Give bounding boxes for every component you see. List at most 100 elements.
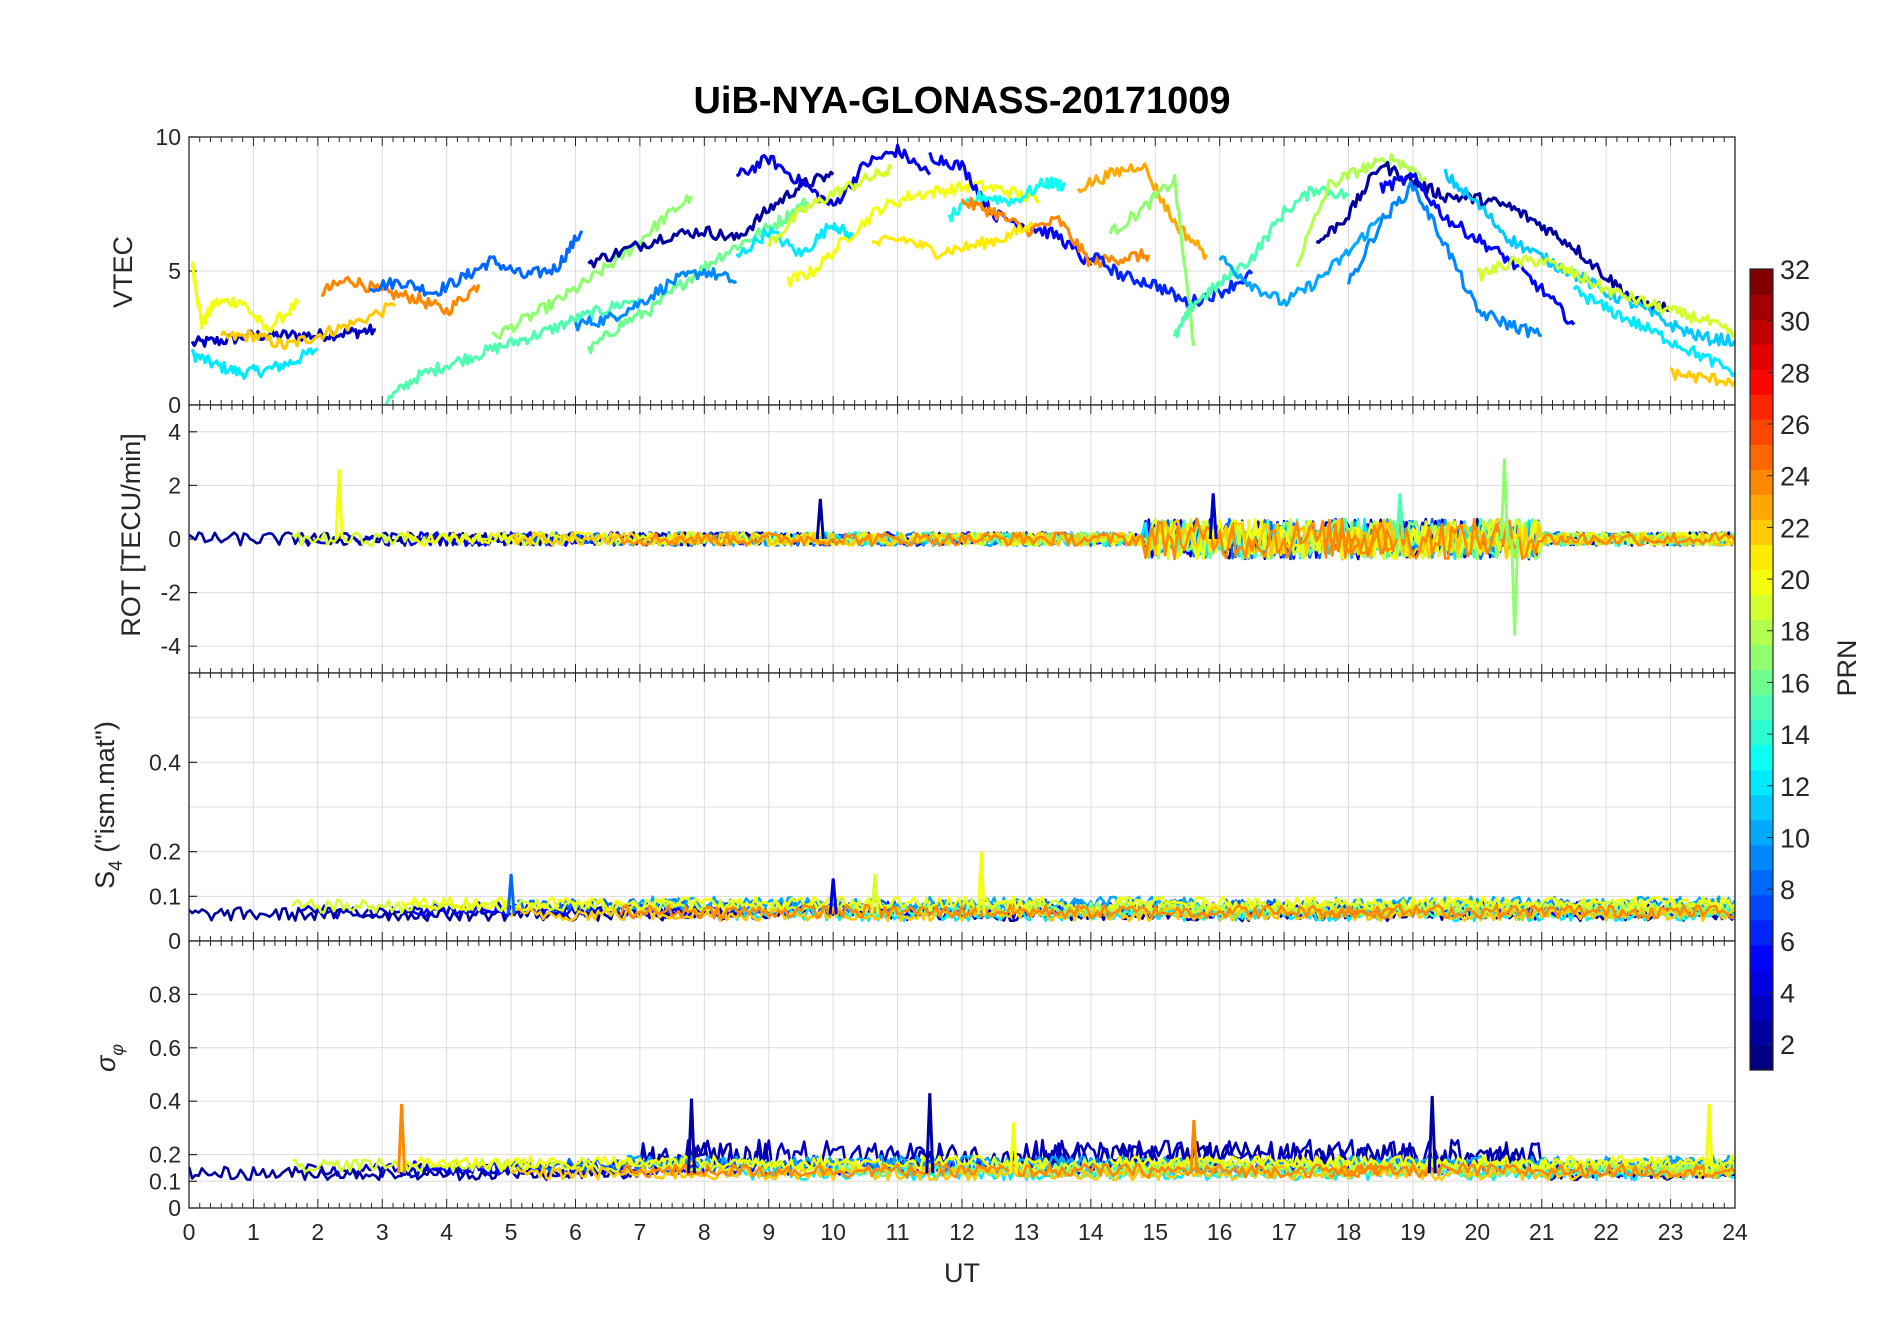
vtec-series-prn-22 <box>1669 366 1735 387</box>
colorbar-swatch <box>1750 419 1773 445</box>
x-tick-label: 24 <box>1722 1219 1748 1245</box>
colorbar-swatch <box>1750 319 1773 345</box>
rot-y-tick-label: -2 <box>161 580 181 606</box>
colorbar-swatch <box>1750 819 1773 846</box>
sigma-spike <box>1704 1103 1714 1174</box>
colorbar-swatch <box>1750 294 1773 320</box>
vtec-series-prn-3 <box>190 323 376 348</box>
vtec-series-prn-12 <box>735 222 855 258</box>
rot-series-prn-20 <box>1109 518 1735 561</box>
vtec-y-tick-label: 0 <box>168 392 181 418</box>
colorbar-swatch <box>1750 394 1773 420</box>
colorbar-swatch <box>1750 994 1773 1021</box>
s4-ylabel: S4 ("ism.mat") <box>90 721 127 889</box>
vtec-series-prn-6 <box>1089 252 1254 309</box>
colorbar-tick-label: 16 <box>1780 668 1810 698</box>
rot-spike <box>1510 538 1520 636</box>
chart-title: UiB-NYA-GLONASS-20171009 <box>693 80 1230 122</box>
colorbar-tick-label: 12 <box>1780 772 1810 802</box>
sigma-y-tick-label: 0.2 <box>149 1142 181 1168</box>
x-tick-label: 17 <box>1271 1219 1297 1245</box>
colorbar-tick-label: 6 <box>1780 927 1795 957</box>
panel-sigma: 00.10.2 0.4 0.6 0.8 <box>149 940 1736 1221</box>
vtec-series-prn-8 <box>369 230 584 297</box>
rot-y-tick-label: -4 <box>161 633 182 659</box>
colorbar-label: PRN <box>1832 639 1862 696</box>
colorbar-swatch <box>1750 369 1773 395</box>
vtec-data <box>190 143 1735 405</box>
colorbar-swatch <box>1750 969 1773 996</box>
vtec-series-prn-24 <box>960 196 1151 269</box>
s4-spike <box>976 851 986 915</box>
x-tick-label: 10 <box>820 1219 846 1245</box>
vtec-y-tick-label: 5 <box>168 258 181 284</box>
rot-spike <box>1208 493 1218 540</box>
vtec-series-prn-17 <box>1108 173 1196 347</box>
sigma-series-prn-3 <box>297 1138 944 1179</box>
sigma-series-prn-10 <box>626 1154 1208 1171</box>
s4-spike <box>870 873 880 915</box>
colorbar-swatch <box>1750 494 1773 520</box>
sigma-y-tick-label: 0.1 <box>149 1168 181 1194</box>
vtec-series-prn-19 <box>767 163 893 248</box>
colorbar-swatch <box>1750 594 1773 621</box>
x-tick-label: 16 <box>1207 1219 1233 1245</box>
x-tick-label: 13 <box>1014 1219 1040 1245</box>
s4-y-tick-label: 0.1 <box>149 883 181 909</box>
colorbar-swatch <box>1750 694 1773 721</box>
colorbar-swatch <box>1750 719 1773 746</box>
rot-spike <box>815 498 825 540</box>
s4-spike <box>828 878 838 915</box>
vtec-series-prn-21 <box>871 221 1035 260</box>
vtec-series-prn-9 <box>573 267 737 332</box>
sigma-spike <box>1427 1095 1437 1174</box>
colorbar-swatch <box>1750 644 1773 671</box>
colorbar-tick-label: 8 <box>1780 875 1795 905</box>
vtec-series-prn-23 <box>1076 162 1209 261</box>
colorbar-swatch <box>1750 544 1773 570</box>
sigma-series-prn-24 <box>1328 1162 1735 1179</box>
vtec-series-prn-2 <box>1315 160 1672 314</box>
x-tick-label: 22 <box>1593 1219 1619 1245</box>
x-tick-label: 9 <box>762 1219 775 1245</box>
sigma-y-tick-label: 0 <box>168 1195 181 1221</box>
panel-s4: 0 0.1 0.2 0.4 <box>149 672 1736 954</box>
x-axis-label: UT <box>944 1258 980 1288</box>
colorbar-swatch <box>1750 1019 1773 1046</box>
x-tick-label: 8 <box>698 1219 711 1245</box>
sigma-data <box>189 1093 1735 1182</box>
rot-ylabel: ROT [TECU/min] <box>116 433 146 637</box>
rot-spike <box>334 469 344 540</box>
colorbar-tick-label: 4 <box>1780 978 1795 1008</box>
rot-series-prn-22 <box>1218 518 1735 560</box>
colorbar-tick-label: 26 <box>1780 410 1810 440</box>
vtec-series-prn-11 <box>1443 168 1735 347</box>
s4-y-tick-label: 0 <box>168 928 181 954</box>
vtec-series-prn-2 <box>587 170 835 269</box>
colorbar-swatch <box>1750 444 1773 470</box>
panel-frame <box>188 940 1736 1209</box>
s4-y-tick-label: 0.2 <box>149 839 181 865</box>
colorbar-tick-label: 20 <box>1780 565 1810 595</box>
rot-y-tick-label: 2 <box>168 472 181 498</box>
colorbar-swatch <box>1750 669 1773 696</box>
vtec-series-prn-15 <box>1173 185 1350 339</box>
rot-y-tick-label: 0 <box>168 526 181 552</box>
colorbar-tick-label: 30 <box>1780 307 1810 337</box>
colorbar-swatch <box>1750 569 1773 596</box>
x-tick-label: 14 <box>1078 1219 1104 1245</box>
rot-series-prn-20 <box>400 531 1047 547</box>
colorbar-swatch <box>1750 344 1773 370</box>
colorbar-frame <box>1749 268 1774 1071</box>
s4-y-tick-label: 0.4 <box>149 749 181 775</box>
x-tick-label: 19 <box>1400 1219 1426 1245</box>
x-tick-label: 15 <box>1142 1219 1168 1245</box>
vtec-series-prn-20 <box>190 261 300 334</box>
sigma-y-tick-label: 0.8 <box>149 981 181 1007</box>
x-tick-label: 0 <box>183 1219 196 1245</box>
sigma-spike <box>397 1103 407 1174</box>
colorbar-tick-label: 32 <box>1780 255 1810 285</box>
x-tick-label: 12 <box>949 1219 975 1245</box>
sigma-spike <box>1009 1122 1018 1174</box>
